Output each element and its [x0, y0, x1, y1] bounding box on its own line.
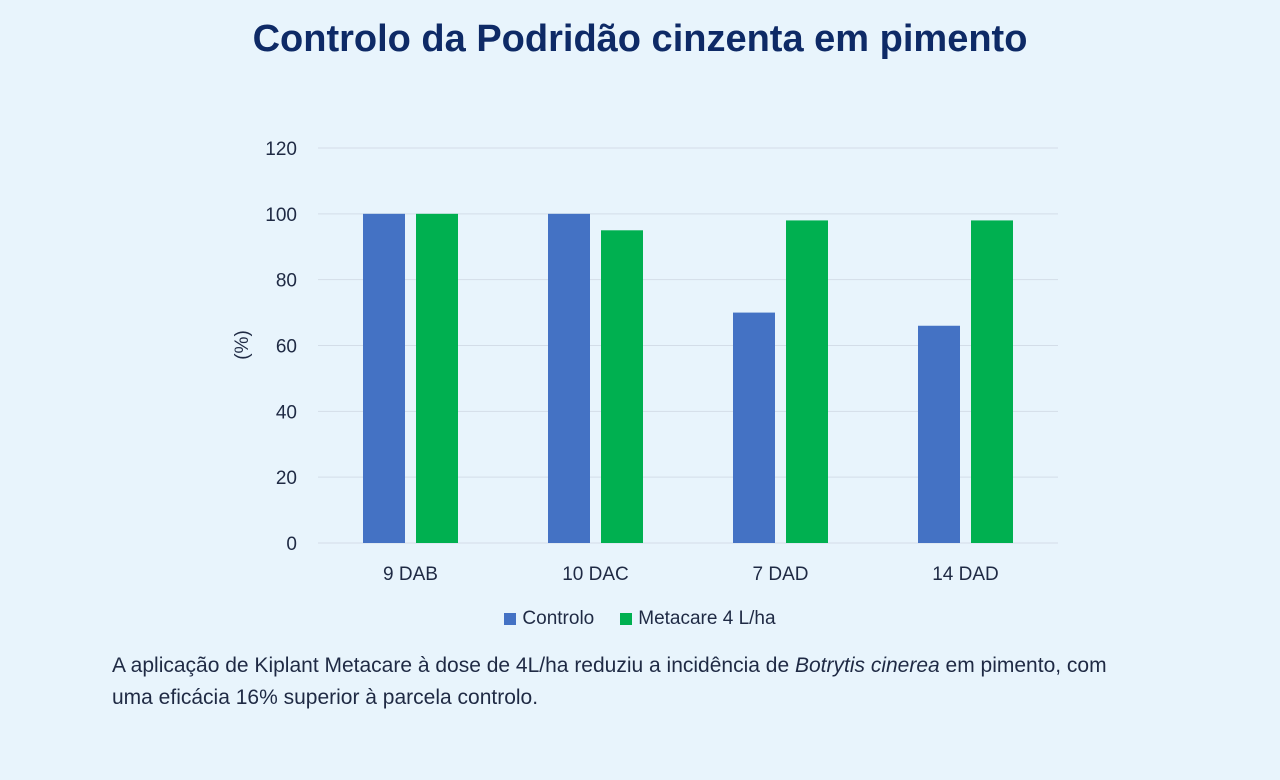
x-tick-label: 14 DAD: [932, 564, 999, 585]
x-tick-label: 7 DAD: [753, 564, 809, 585]
legend: Controlo Metacare 4 L/ha: [0, 608, 1280, 630]
y-tick-label: 120: [265, 139, 297, 160]
caption-text-after: em pimento, com uma eficácia 16% superio…: [112, 654, 1107, 709]
x-tick-label: 10 DAC: [562, 564, 629, 585]
legend-item-controlo: Controlo: [504, 608, 594, 630]
bar-10-dac-series-1: [601, 230, 643, 543]
bar-14-dad-series-1: [971, 220, 1013, 543]
legend-item-metacare: Metacare 4 L/ha: [620, 608, 776, 630]
bar-7-dad-series-0: [733, 312, 775, 543]
tick-labels: 0 20 40 60 80 100 120 9 DAB 10 DAC 7 DAD 14 DAD: [265, 139, 998, 585]
legend-swatch-controlo: [504, 613, 517, 625]
y-tick-label: 80: [276, 271, 297, 292]
bar-9-dab-series-1: [416, 213, 458, 544]
chart-title: Controlo da Podridão cinzenta em pimento: [252, 18, 1028, 60]
y-tick-label: 100: [265, 205, 297, 226]
bar-9-dab-series-0: [363, 213, 405, 544]
bars: [363, 213, 1013, 544]
legend-swatch-metacare: [620, 613, 633, 625]
bar-chart: 0 20 40 60 80 100 120 9 DAB 10 DAC 7 DAD 14 DAD (%…: [232, 139, 1058, 585]
caption-species: Botrytis cinerea: [794, 654, 940, 677]
caption-text-before: A aplicação de Kiplant Metacare à dose d…: [112, 654, 795, 677]
y-axis-label: (%): [232, 330, 253, 360]
y-tick-label: 60: [276, 337, 297, 358]
bar-10-dac-series-0: [548, 213, 590, 544]
y-tick-label: 40: [276, 402, 297, 423]
y-tick-label: 0: [286, 534, 297, 555]
legend-label-controlo: Controlo: [522, 608, 595, 629]
x-tick-label: 9 DAB: [383, 564, 438, 585]
bar-7-dad-series-1: [786, 220, 828, 543]
bar-14-dad-series-0: [918, 325, 960, 543]
legend-label-metacare: Metacare 4 L/ha: [638, 608, 776, 629]
y-tick-label: 20: [276, 468, 297, 489]
caption: A aplicação de Kiplant Metacare à dose d…: [112, 650, 1112, 714]
